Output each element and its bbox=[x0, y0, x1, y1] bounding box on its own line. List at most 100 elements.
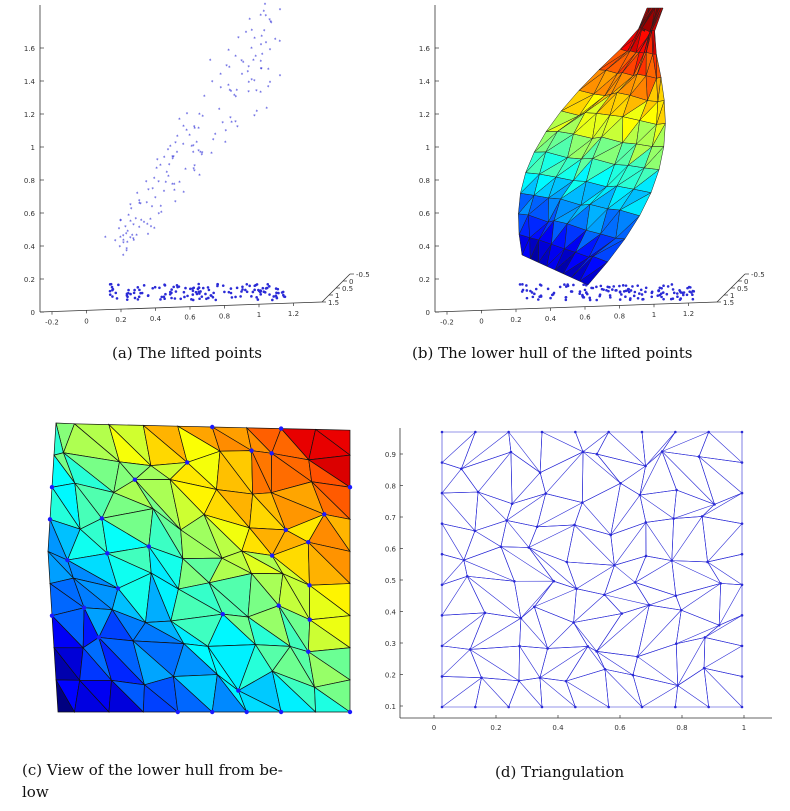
lifted-point: * bbox=[131, 233, 134, 239]
panel-a-axes: 0 0.2 0.4 0.6 0.8 1 1.2 1.4 1.6 -0.2 0 0.2 0.4 0.6 0.8… bbox=[24, 5, 370, 327]
mesh-cell bbox=[533, 580, 577, 623]
base-point bbox=[172, 285, 175, 289]
lifted-point: * bbox=[261, 52, 264, 58]
base-point bbox=[272, 295, 275, 298]
base-point bbox=[255, 283, 259, 286]
lifted-point: * bbox=[265, 14, 268, 20]
base-point bbox=[644, 286, 648, 290]
mesh-cell bbox=[698, 431, 743, 463]
mesh-cell bbox=[596, 604, 650, 658]
mesh-edge bbox=[614, 565, 636, 583]
panel-b-x-tick-label: -0.2 bbox=[440, 319, 454, 327]
mesh-edge bbox=[528, 547, 577, 589]
base-point bbox=[275, 291, 278, 295]
base-point bbox=[533, 292, 536, 296]
mesh-vertex bbox=[533, 605, 536, 609]
base-point bbox=[624, 295, 627, 299]
lifted-point: * bbox=[174, 200, 177, 206]
lifted-point: * bbox=[265, 41, 268, 47]
mesh-vertex bbox=[644, 464, 647, 468]
panel-b-x-tick-label: 1 bbox=[652, 311, 656, 319]
lifted-point: * bbox=[136, 192, 139, 198]
lifted-point: * bbox=[120, 218, 123, 224]
lifted-point: * bbox=[114, 239, 117, 245]
bottom-view-surface bbox=[47, 422, 353, 715]
mesh-vertex bbox=[640, 705, 644, 709]
panel-b-x-axis-line bbox=[434, 301, 718, 313]
mesh-vertex bbox=[740, 430, 744, 434]
mesh-vertex bbox=[468, 648, 472, 651]
hull-vertex bbox=[210, 709, 215, 715]
base-point bbox=[581, 294, 584, 298]
lifted-point: * bbox=[133, 238, 136, 244]
mesh-cell bbox=[519, 606, 549, 649]
lifted-point: * bbox=[203, 95, 206, 101]
lifted-point: * bbox=[251, 29, 254, 35]
lifted-point: * bbox=[253, 36, 256, 42]
base-point bbox=[650, 295, 654, 299]
panel-a-y-tick-label: 1.6 bbox=[24, 45, 36, 53]
base-point bbox=[558, 285, 562, 289]
mesh-vertex bbox=[603, 667, 607, 671]
base-point bbox=[244, 288, 247, 292]
base-point bbox=[564, 298, 568, 302]
base-point bbox=[268, 293, 271, 296]
lifted-point: * bbox=[263, 29, 266, 35]
lifted-point: * bbox=[227, 49, 230, 55]
mesh-edge bbox=[634, 560, 672, 583]
mesh-vertex bbox=[631, 673, 635, 677]
mesh-edge bbox=[676, 624, 720, 645]
lifted-point: * bbox=[122, 234, 125, 240]
mesh-vertex bbox=[507, 430, 510, 434]
mesh-edge bbox=[547, 622, 574, 649]
hull-facet bbox=[656, 54, 662, 79]
lifted-point: * bbox=[260, 67, 263, 73]
mesh-edge bbox=[441, 612, 486, 647]
mesh-vertex bbox=[513, 579, 516, 583]
mesh-vertex bbox=[519, 616, 523, 620]
lifted-point: * bbox=[248, 80, 251, 86]
base-point bbox=[191, 289, 195, 293]
panel-b-depth-tick-label: 1.5 bbox=[723, 299, 734, 307]
base-point bbox=[609, 296, 612, 299]
base-point bbox=[162, 295, 166, 299]
mesh-cell bbox=[474, 677, 520, 708]
mesh-edge bbox=[649, 595, 676, 606]
mesh-vertex bbox=[702, 666, 706, 670]
lifted-point: * bbox=[227, 84, 230, 90]
base-point bbox=[685, 293, 689, 297]
hull-vertex bbox=[283, 527, 288, 533]
mesh-vertex bbox=[636, 655, 639, 658]
base-point bbox=[531, 295, 535, 299]
lifted-point: * bbox=[252, 59, 255, 65]
base-point bbox=[274, 287, 278, 290]
base-point bbox=[539, 284, 543, 287]
hull-facet bbox=[142, 684, 179, 713]
base-point bbox=[521, 283, 524, 286]
base-point bbox=[136, 286, 140, 289]
base-point bbox=[140, 291, 144, 295]
base-point bbox=[164, 292, 167, 296]
mesh-vertex bbox=[675, 488, 678, 492]
base-point bbox=[170, 296, 173, 300]
panel-d-y-tick-label: 0.8 bbox=[385, 483, 396, 491]
lifted-point: * bbox=[139, 202, 142, 208]
base-point bbox=[281, 293, 285, 297]
base-point bbox=[660, 286, 663, 290]
mesh-vertex bbox=[574, 430, 577, 434]
mesh-edge bbox=[582, 431, 609, 453]
base-point bbox=[191, 293, 195, 296]
base-point bbox=[636, 296, 640, 300]
lifted-point: * bbox=[193, 169, 196, 175]
mesh-vertex bbox=[740, 644, 744, 648]
base-point bbox=[230, 296, 234, 299]
mesh-edge bbox=[511, 472, 541, 504]
lifted-point: * bbox=[264, 2, 267, 8]
base-point bbox=[160, 295, 164, 299]
hull-vertex bbox=[99, 516, 105, 521]
panel-b-y-tick-label: 0.2 bbox=[419, 276, 430, 284]
base-point bbox=[241, 285, 244, 289]
lifted-point: * bbox=[126, 247, 129, 253]
base-point bbox=[115, 297, 119, 300]
mesh-vertex bbox=[564, 679, 568, 683]
